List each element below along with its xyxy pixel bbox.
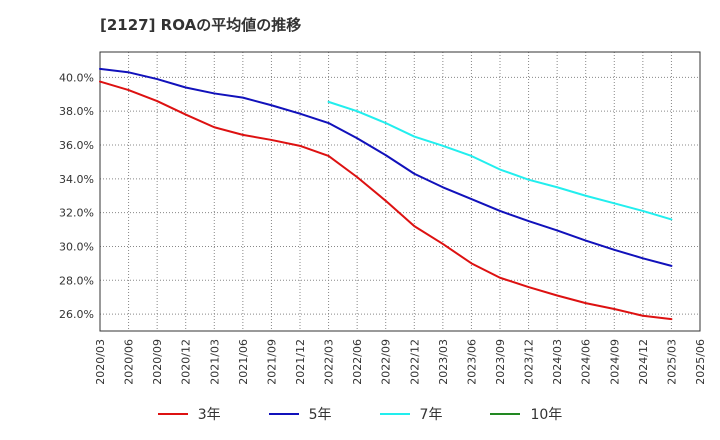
y-tick-label: 28.0% (59, 274, 94, 287)
x-tick-label: 2022/12 (408, 339, 421, 385)
plot-area (100, 52, 700, 331)
chart-title: [2127] ROAの平均値の推移 (100, 16, 302, 34)
series-line-1 (99, 80, 673, 321)
x-tick-label: 2024/09 (608, 339, 621, 385)
legend-label: 3年 (197, 407, 221, 423)
legend: 3年 5年 7年 10年 (0, 404, 720, 424)
y-tick-label: 30.0% (59, 240, 94, 253)
x-tick-label: 2025/06 (694, 339, 707, 385)
x-tick-label: 2020/06 (123, 339, 136, 385)
x-tick-label: 2025/03 (665, 339, 678, 385)
x-tick-label: 2024/03 (551, 339, 564, 385)
x-tick-label: 2020/12 (180, 339, 193, 385)
y-tick-label: 40.0% (59, 71, 94, 84)
x-tick-label: 2022/03 (323, 339, 336, 385)
legend-label: 10年 (530, 407, 563, 423)
x-tick-label: 2023/03 (437, 339, 450, 385)
x-tick-label: 2021/06 (237, 339, 250, 385)
legend-label: 7年 (419, 407, 443, 423)
legend-swatch (490, 413, 521, 415)
legend-swatch (379, 413, 410, 415)
x-tick-label: 2021/09 (265, 339, 278, 385)
y-tick-label: 34.0% (59, 173, 94, 186)
y-tick-label: 38.0% (59, 105, 94, 118)
x-tick-label: 2023/09 (494, 339, 507, 385)
x-tick-label: 2024/06 (580, 339, 593, 385)
y-tick-label: 32.0% (59, 207, 94, 220)
plot-border (99, 51, 701, 332)
legend-item: 3年 (157, 404, 221, 424)
x-tick-label: 2022/06 (351, 339, 364, 385)
x-tick-label: 2023/12 (523, 339, 536, 385)
legend-swatch (268, 413, 299, 415)
x-tick-label: 2024/12 (637, 339, 650, 385)
x-tick-label: 2021/03 (208, 339, 221, 385)
legend-item: 10年 (490, 404, 562, 424)
x-tick-label: 2021/12 (294, 339, 307, 385)
x-tick-label: 2020/09 (151, 339, 164, 385)
x-tick-label: 2020/03 (94, 339, 107, 385)
legend-swatch (157, 413, 188, 415)
legend-label: 5年 (308, 407, 332, 423)
x-tick-label: 2023/06 (465, 339, 478, 385)
x-tick-label: 2022/09 (380, 339, 393, 385)
series-line-2 (99, 67, 673, 267)
legend-item: 7年 (379, 404, 443, 424)
y-tick-label: 36.0% (59, 139, 94, 152)
legend-item: 5年 (268, 404, 332, 424)
y-tick-label: 26.0% (59, 308, 94, 321)
series-line-3 (327, 100, 673, 221)
